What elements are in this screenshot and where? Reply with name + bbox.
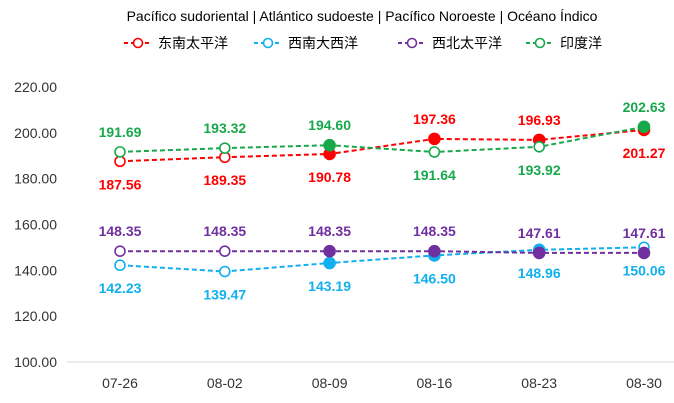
x-tick-label: 08-16 [416,375,452,391]
data-point [114,259,126,272]
data-label: 202.63 [623,99,666,115]
data-label: 197.36 [413,111,456,127]
data-label: 194.60 [308,117,351,133]
y-tick-label: 180.00 [14,171,57,187]
data-point [114,146,126,158]
legend-label: 西北太平洋 [432,36,502,52]
data-label: 148.35 [308,223,351,239]
y-tick-label: 100.00 [14,354,57,370]
data-label: 148.35 [413,223,456,239]
data-label: 193.32 [203,120,246,136]
series-2: 148.35 148.35 148.35 148.35 147.61 147.61 [99,223,666,260]
data-point [219,142,231,154]
data-point [533,140,546,153]
series-3: 191.69 193.32 194.60 191.64 193.92 202.63 [99,99,666,183]
legend-marker [406,37,418,49]
data-label: 201.27 [623,145,666,161]
y-tick-label: 200.00 [14,125,57,141]
data-point [428,244,441,258]
data-label: 148.35 [99,223,142,239]
y-axis: 100.00 120.00 140.00 160.00 180.00 200.00 220.… [14,79,57,370]
data-label: 193.92 [518,162,561,178]
data-label: 189.35 [203,172,246,188]
data-point [219,245,231,257]
data-label: 150.06 [623,262,666,278]
data-point [637,120,651,134]
data-point [428,146,441,158]
data-label: 147.61 [623,225,666,241]
series-line [119,246,645,273]
data-point [532,246,546,260]
x-tick-label: 08-02 [207,375,243,391]
data-label: 142.23 [99,280,142,296]
data-label: 139.47 [203,287,246,303]
data-point [323,244,336,258]
series-1: 142.23 139.47 143.19 146.50 148.96 150.06 [99,241,666,303]
data-label: 190.78 [308,169,351,185]
legend: 东南太平洋 西南大西洋 西北太平洋 印度洋 [124,36,602,52]
series-0: 187.56 189.35 190.78 197.36 196.93 201.27 [99,111,666,192]
y-tick-label: 120.00 [14,308,57,324]
legend-marker [132,37,144,49]
series-group: 187.56 189.35 190.78 197.36 196.93 201.27 142.… [99,99,666,303]
data-point [428,132,441,146]
data-point [114,155,126,168]
legend-label: 东南太平洋 [158,36,228,52]
data-point [637,246,651,260]
data-label: 146.50 [413,270,456,286]
legend-marker [262,37,274,49]
data-label: 148.35 [203,223,246,239]
chart-title: Pacífico sudoriental | Atlántico sudoest… [127,8,598,24]
data-point [323,138,336,152]
data-label: 196.93 [518,112,561,128]
legend-marker [534,37,546,49]
data-point [114,245,126,257]
data-label: 191.69 [99,124,142,140]
data-point [323,256,336,270]
data-label: 187.56 [99,176,142,192]
data-label: 147.61 [518,225,561,241]
data-point [219,265,231,278]
series-line [120,250,644,254]
y-tick-label: 140.00 [14,262,57,278]
data-label: 143.19 [308,278,351,294]
data-label: 148.96 [518,265,561,281]
x-tick-label: 08-23 [521,375,557,391]
data-label: 191.64 [413,167,456,183]
legend-label: 印度洋 [560,36,602,52]
series-line [119,125,645,154]
series-line [119,128,645,163]
x-axis: 07-26 08-02 08-09 08-16 08-23 08-30 [102,375,662,391]
y-tick-label: 220.00 [14,79,57,95]
legend-label: 西南大西洋 [288,36,358,52]
x-tick-label: 08-30 [626,375,662,391]
y-tick-label: 160.00 [14,217,57,233]
x-tick-label: 07-26 [102,375,138,391]
x-tick-label: 08-09 [312,375,348,391]
